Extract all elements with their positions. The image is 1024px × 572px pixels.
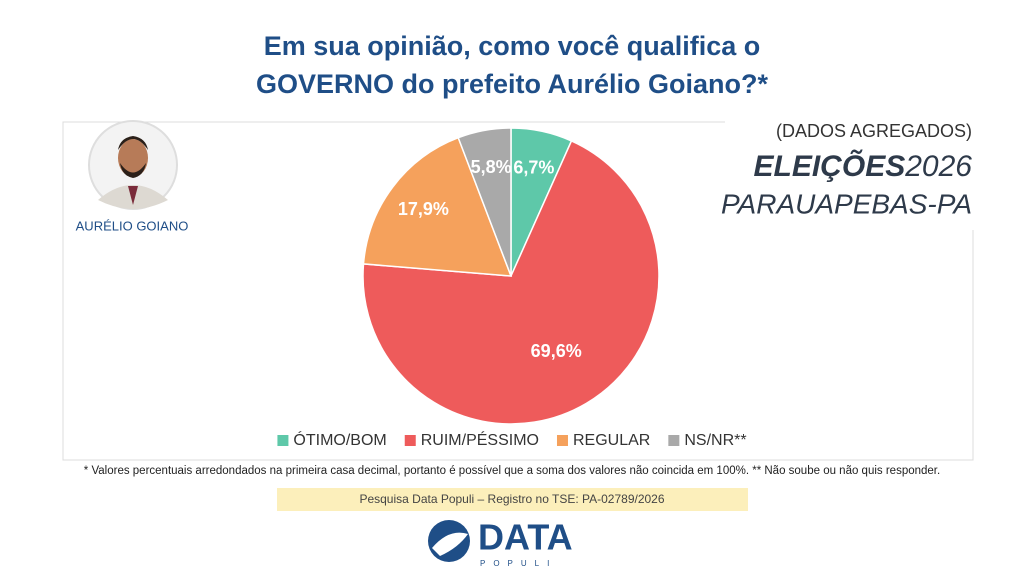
data-label: 6,7%	[513, 158, 554, 178]
badge-brand-word: ELEIÇÕES	[754, 149, 906, 183]
legend-swatch	[556, 435, 568, 446]
legend-swatch	[404, 435, 416, 446]
legend-label: RUIM/PÉSSIMO	[421, 430, 539, 449]
pie: 6,7% 69,6% 17,9% 5,8%	[362, 127, 660, 425]
logo-name: DATA	[478, 517, 573, 558]
title-line: GOVERNO do prefeito Aurélio Goiano?*	[256, 69, 769, 99]
pie-slice	[457, 127, 512, 277]
legend-label: NS/NR**	[684, 432, 746, 449]
source: Pesquisa Data Populi – Registro no TSE: …	[359, 492, 664, 506]
chart-frame	[62, 121, 974, 461]
candidate-name: AURÉLIO GOIANO	[76, 218, 189, 233]
badge-subtitle: (DADOS AGREGADOS)	[776, 121, 972, 141]
badge-brand: ELEIÇÕES2026	[754, 149, 973, 183]
data-label: 69,6%	[531, 341, 582, 361]
legend-label: ÓTIMO/BOM	[293, 430, 386, 449]
data-label: 5,8%	[471, 157, 512, 177]
badge-city: PARAUAPEBAS-PA	[721, 188, 972, 219]
badge	[725, 114, 987, 230]
avatar	[88, 120, 178, 210]
legend-label: REGULAR	[573, 432, 650, 449]
logo-tagline: POPULI	[480, 559, 557, 568]
legend-swatch	[668, 435, 680, 446]
pie-slice	[362, 136, 513, 277]
source-bar	[277, 488, 748, 511]
badge-year: 2026	[904, 150, 972, 183]
title-line: Em sua opinião, como você qualifica o	[264, 31, 761, 61]
legend-swatch	[277, 435, 289, 446]
legend: ÓTIMO/BOM RUIM/PÉSSIMO REGULAR NS/NR**	[277, 430, 747, 449]
footnote: * Valores percentuais arredondados na pr…	[84, 465, 940, 477]
data-label: 17,9%	[398, 199, 449, 219]
logo-icon	[428, 520, 470, 562]
pie-slice	[362, 139, 660, 425]
